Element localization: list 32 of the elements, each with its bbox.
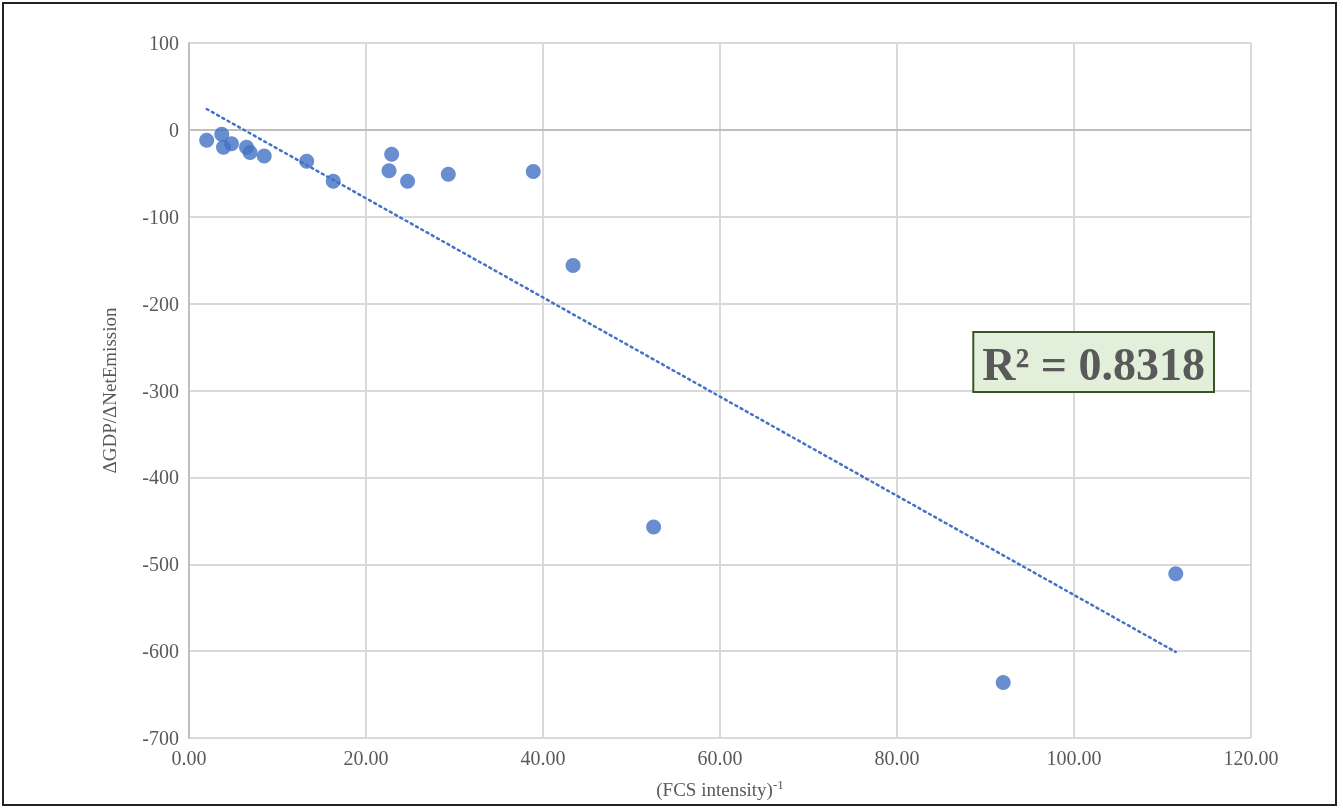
point (525, 164, 541, 180)
point (646, 519, 662, 535)
point (1168, 566, 1184, 582)
x-tick-label: 60.00 (697, 747, 743, 769)
y-axis-title: ΔGDP/ΔNetEmission (99, 307, 120, 474)
point (256, 148, 272, 164)
y-tick-label: -600 (142, 640, 179, 663)
point (381, 163, 397, 179)
x-tick-label: 100.00 (1046, 747, 1102, 769)
x-tick-label: 120.00 (1223, 747, 1279, 769)
x-tick-label: 80.00 (874, 747, 920, 769)
y-tick-label: -400 (142, 466, 179, 489)
y-tick-label: -200 (142, 292, 179, 315)
x-tick-label: 20.00 (343, 747, 389, 769)
y-tick-label: -100 (142, 205, 179, 228)
point (995, 674, 1011, 690)
point (440, 166, 456, 182)
y-tick-label: -700 (142, 727, 179, 749)
y-tick-label: 100 (149, 32, 179, 54)
annotation: R² = 0.8318 (982, 338, 1206, 390)
point (224, 136, 239, 152)
point (242, 144, 258, 160)
point (384, 146, 400, 162)
x-tick-label: 40.00 (520, 747, 566, 769)
x-tick-label: 0.00 (171, 747, 207, 769)
y-tick-label: -500 (142, 553, 179, 576)
point (400, 173, 416, 189)
point (565, 257, 581, 273)
y-tick-label: -300 (142, 379, 179, 402)
y-tick-label: 0 (169, 118, 179, 141)
point (214, 126, 230, 142)
point (199, 132, 215, 148)
